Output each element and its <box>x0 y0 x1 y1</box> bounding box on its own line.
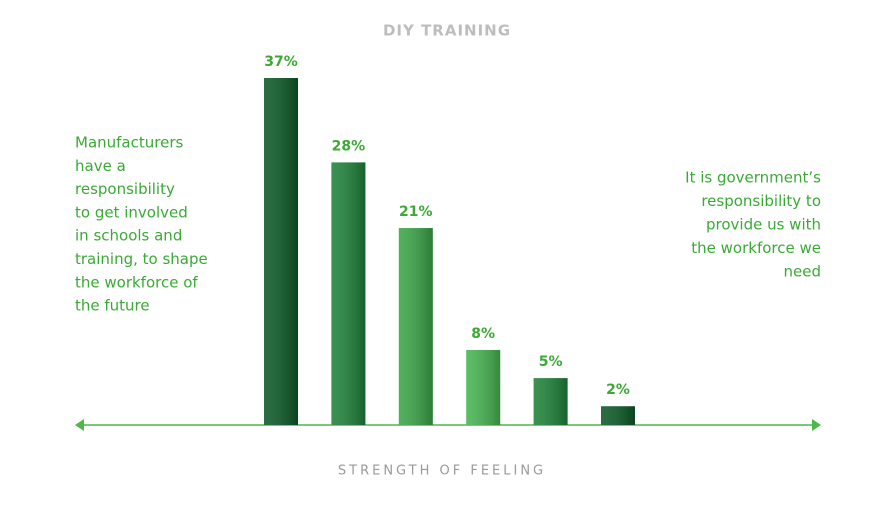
annotation-left: responsibility <box>75 180 175 198</box>
annotation-right: the workforce we <box>691 239 821 257</box>
annotation-left: training, to shape <box>75 250 208 268</box>
annotation-left: in schools and <box>75 227 182 245</box>
annotation-left: the workforce of <box>75 273 198 291</box>
chart-title: DIY TRAINING <box>383 22 511 40</box>
data-label: 37% <box>264 54 298 70</box>
annotation-right: need <box>784 263 822 281</box>
annotation-right: responsibility to <box>701 192 821 210</box>
data-label: 8% <box>471 326 495 342</box>
annotation-left: have a <box>75 157 126 175</box>
annotation-right: It is government’s <box>685 169 821 187</box>
bar-shade <box>601 406 635 425</box>
data-label: 5% <box>539 354 563 370</box>
annotation-right: provide us with <box>706 216 821 234</box>
annotation-left: Manufacturers <box>75 134 183 152</box>
arrow-right <box>812 419 821 431</box>
data-label: 2% <box>606 382 630 398</box>
bar-shade <box>533 378 568 425</box>
x-axis-label: STRENGTH OF FEELING <box>338 464 546 479</box>
data-label: 21% <box>399 204 433 220</box>
bar-shade <box>466 349 501 425</box>
bar-shade <box>331 162 366 426</box>
bar-shade <box>398 228 433 425</box>
bar-shade <box>264 78 298 425</box>
annotation-left: to get involved <box>75 203 188 221</box>
annotation-left: the future <box>75 297 150 315</box>
arrow-left <box>75 419 84 431</box>
data-label: 28% <box>332 138 366 154</box>
